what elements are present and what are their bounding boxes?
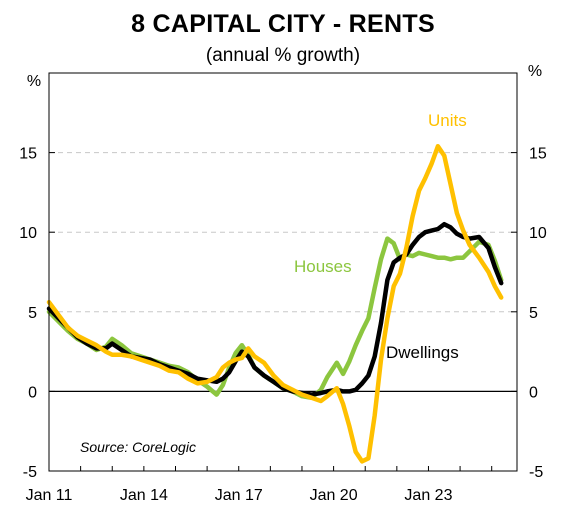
annotation-units: Units [428, 111, 467, 130]
y-tick-label-right: 5 [529, 305, 538, 322]
gridlines [49, 152, 517, 393]
y-tick-label-left: 5 [28, 305, 37, 322]
x-tick-label: Jan 11 [26, 487, 73, 504]
x-ticks: Jan 11 Jan 14 Jan 17 Jan 20 Jan 23 [26, 466, 493, 504]
y-axis-label-left: % [27, 73, 41, 90]
y-ticks-right: -5 0 5 10 15 [511, 146, 547, 481]
annotation-houses: Houses [294, 257, 352, 276]
y-axis-label-right: % [528, 63, 542, 80]
y-tick-label-right: -5 [529, 464, 543, 481]
y-tick-label-right: 15 [529, 146, 547, 163]
x-tick-label: Jan 20 [310, 487, 358, 504]
x-tick-label: Jan 23 [404, 487, 452, 504]
series-annotations: Units Houses Dwellings [294, 111, 467, 362]
y-tick-label-left: -5 [23, 464, 37, 481]
plot-frame [48, 72, 518, 472]
y-tick-label-right: 10 [529, 225, 547, 242]
chart-title: 8 CAPITAL CITY - RENTS [131, 10, 435, 38]
series-line-units [46, 143, 504, 464]
y-tick-label-right: 0 [529, 384, 538, 401]
series-lines [46, 143, 504, 464]
series-line-dwellings [46, 221, 504, 397]
x-tick-label: Jan 17 [215, 487, 263, 504]
y-tick-label-left: 0 [28, 384, 37, 401]
x-tick-label: Jan 14 [120, 487, 168, 504]
source-note: Source: CoreLogic [80, 439, 196, 455]
chart-subtitle: (annual % growth) [205, 45, 361, 66]
y-tick-label-left: 15 [19, 146, 37, 163]
annotation-dwellings: Dwellings [386, 343, 459, 362]
y-tick-label-left: 10 [19, 225, 37, 242]
